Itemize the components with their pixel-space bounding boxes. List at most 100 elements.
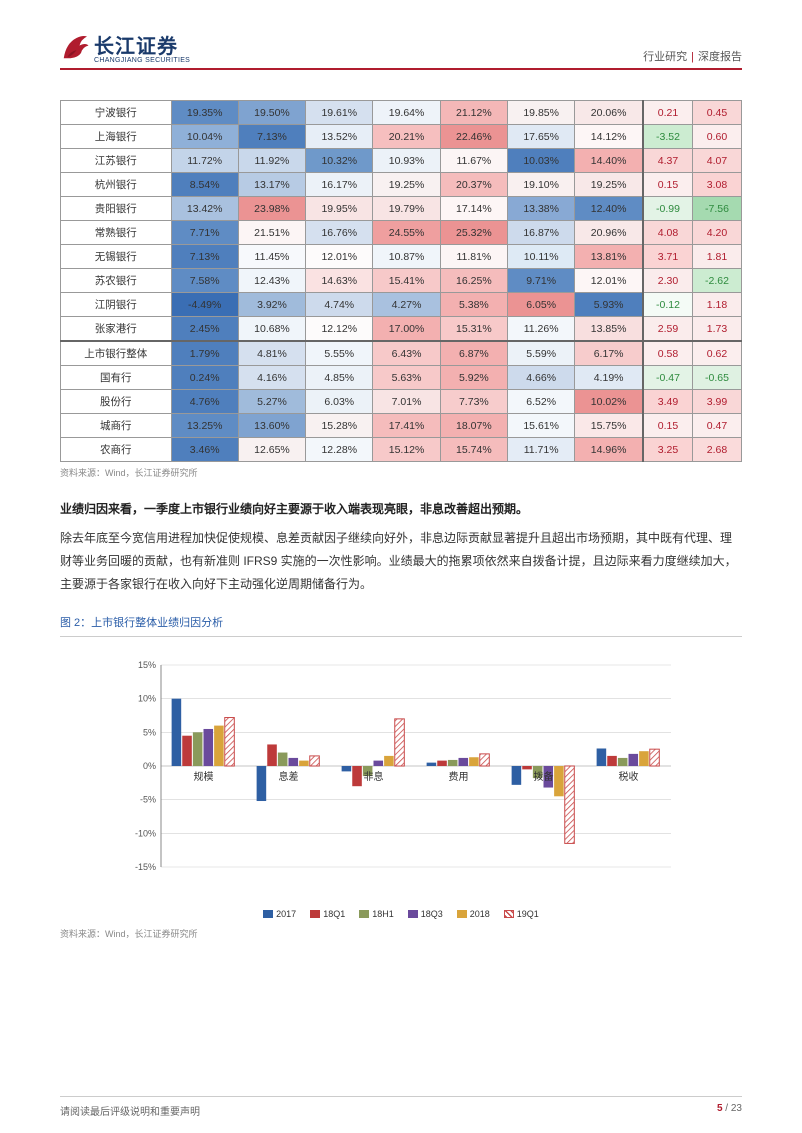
table-cell: 2.45% [171,317,238,342]
table-cell: 13.60% [238,414,305,438]
row-label: 无锡银行 [61,245,172,269]
table-cell: 11.92% [238,149,305,173]
table-cell: 4.85% [306,366,373,390]
table-cell: 3.49 [643,390,693,414]
table-cell: 18.07% [440,414,507,438]
heatmap-table: 宁波银行19.35%19.50%19.61%19.64%21.12%19.85%… [60,100,742,462]
table-cell: 5.92% [440,366,507,390]
legend-item: 19Q1 [504,909,539,919]
table-cell: 19.61% [306,101,373,125]
table-cell: 13.85% [575,317,643,342]
table-cell: 10.87% [373,245,440,269]
table-cell: 17.14% [440,197,507,221]
table-cell: 6.17% [575,341,643,366]
table-cell: 6.03% [306,390,373,414]
row-label: 城商行 [61,414,172,438]
figure-source: 资料来源：Wind，长江证券研究所 [60,927,742,940]
table-cell: 7.58% [171,269,238,293]
footer-disclaimer: 请阅读最后评级说明和重要声明 [60,1103,200,1118]
row-label: 常熟银行 [61,221,172,245]
table-cell: 5.38% [440,293,507,317]
table-cell: 15.12% [373,438,440,462]
table-source: 资料来源：Wind，长江证券研究所 [60,466,742,479]
table-cell: 0.47 [693,414,742,438]
table-cell: 8.54% [171,173,238,197]
table-cell: 0.62 [693,341,742,366]
paragraph-body: 除去年底至今宽信用进程加快促使规模、息差贡献因子继续向好外，非息边际贡献显著提升… [60,527,742,595]
svg-text:拨备: 拨备 [534,770,554,783]
row-label: 杭州银行 [61,173,172,197]
svg-text:10%: 10% [138,693,156,703]
row-label: 江阴银行 [61,293,172,317]
table-cell: -0.47 [643,366,693,390]
table-cell: 15.75% [575,414,643,438]
table-cell: 5.55% [306,341,373,366]
table-cell: 6.52% [508,390,575,414]
table-cell: 17.41% [373,414,440,438]
table-cell: 7.13% [238,125,305,149]
table-cell: 14.40% [575,149,643,173]
table-cell: 13.38% [508,197,575,221]
row-label: 张家港行 [61,317,172,342]
table-cell: 11.72% [171,149,238,173]
table-cell: 20.37% [440,173,507,197]
row-label: 江苏银行 [61,149,172,173]
table-cell: 13.52% [306,125,373,149]
table-cell: 16.17% [306,173,373,197]
table-cell: 20.21% [373,125,440,149]
table-cell: 10.32% [306,149,373,173]
table-cell: 5.93% [575,293,643,317]
table-cell: 10.93% [373,149,440,173]
table-cell: 16.25% [440,269,507,293]
table-cell: 3.25 [643,438,693,462]
table-cell: -2.62 [693,269,742,293]
table-cell: 10.02% [575,390,643,414]
svg-text:税收: 税收 [619,770,639,783]
svg-text:息差: 息差 [279,770,299,783]
table-cell: 21.12% [440,101,507,125]
table-cell: 17.00% [373,317,440,342]
table-cell: 2.30 [643,269,693,293]
table-cell: 19.79% [373,197,440,221]
table-cell: 0.24% [171,366,238,390]
table-cell: 6.87% [440,341,507,366]
logo-text-cn: 长江证券 [94,30,190,59]
page-footer: 请阅读最后评级说明和重要声明 5 / 23 [60,1096,742,1118]
table-cell: 1.81 [693,245,742,269]
figure-title: 图 2：上市银行整体业绩归因分析 [60,614,742,630]
svg-text:0%: 0% [143,761,156,771]
table-cell: 12.01% [306,245,373,269]
row-label: 宁波银行 [61,101,172,125]
row-label: 股份行 [61,390,172,414]
table-cell: 4.66% [508,366,575,390]
table-cell: 12.28% [306,438,373,462]
table-cell: 14.63% [306,269,373,293]
table-cell: 10.11% [508,245,575,269]
table-cell: 3.71 [643,245,693,269]
svg-text:非息: 非息 [364,770,384,783]
table-cell: 19.50% [238,101,305,125]
header-category: 行业研究|深度报告 [643,48,742,64]
table-cell: 5.27% [238,390,305,414]
table-cell: 12.65% [238,438,305,462]
table-cell: 10.04% [171,125,238,149]
row-label: 贵阳银行 [61,197,172,221]
row-label: 苏农银行 [61,269,172,293]
logo: 长江证券 CHANGJIANG SECURITIES [60,30,190,64]
page-header: 长江证券 CHANGJIANG SECURITIES 行业研究|深度报告 [60,30,742,70]
table-cell: 4.16% [238,366,305,390]
table-cell: 1.73 [693,317,742,342]
table-cell: 17.65% [508,125,575,149]
table-cell: 20.96% [575,221,643,245]
svg-text:-5%: -5% [140,794,156,804]
table-cell: 0.21 [643,101,693,125]
svg-text:规模: 规模 [194,770,214,783]
table-cell: 5.59% [508,341,575,366]
table-cell: 15.31% [440,317,507,342]
table-cell: 21.51% [238,221,305,245]
table-cell: 14.12% [575,125,643,149]
svg-text:费用: 费用 [449,770,469,783]
row-label: 上海银行 [61,125,172,149]
table-cell: 6.05% [508,293,575,317]
legend-item: 2018 [457,909,490,919]
